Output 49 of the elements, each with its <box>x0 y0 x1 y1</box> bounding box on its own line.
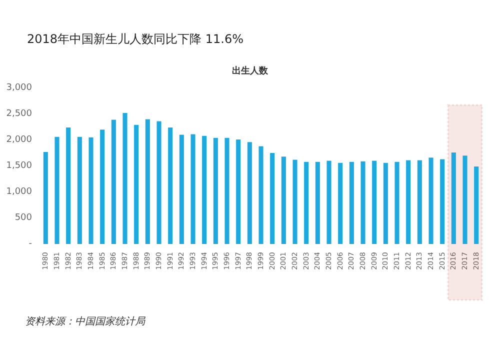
y-tick-label: - <box>28 239 32 249</box>
y-tick-label: 500 <box>14 213 32 223</box>
bar <box>281 156 286 244</box>
bar <box>145 119 150 244</box>
bar <box>236 139 241 244</box>
bar <box>383 162 388 244</box>
bar <box>156 121 162 244</box>
bar <box>270 153 275 244</box>
bar <box>190 134 196 244</box>
y-tick-label: 2,500 <box>6 109 32 119</box>
bar <box>372 160 377 244</box>
bar <box>394 162 400 244</box>
bar <box>54 136 60 244</box>
bar <box>326 160 332 244</box>
bar <box>338 162 343 244</box>
y-tick-label: 3,000 <box>6 83 32 93</box>
bar <box>349 162 354 244</box>
bar <box>88 137 94 244</box>
bar <box>122 112 128 244</box>
bar <box>440 159 445 244</box>
bar <box>428 158 434 244</box>
y-tick-label: 2,000 <box>6 135 32 145</box>
bar <box>134 124 139 244</box>
bar <box>417 160 422 244</box>
bar <box>77 136 82 244</box>
bar <box>247 142 252 244</box>
bar <box>213 138 218 244</box>
chart-title: 2018年中国新生儿人数同比下降 11.6% <box>27 32 244 46</box>
bar <box>451 152 456 244</box>
bar <box>304 162 309 244</box>
bar <box>474 166 479 244</box>
bar <box>66 128 71 244</box>
y-tick-label: 1,500 <box>6 161 32 171</box>
y-tick-label: 1,000 <box>6 187 32 197</box>
bar <box>406 160 411 244</box>
bar <box>111 120 116 244</box>
bar <box>179 134 184 244</box>
bar <box>202 136 207 244</box>
bar <box>360 161 366 244</box>
bar <box>100 130 105 244</box>
bar <box>292 160 298 244</box>
bar <box>258 146 264 244</box>
bar <box>168 128 173 244</box>
bar <box>224 138 230 244</box>
bar <box>462 156 468 244</box>
text: 资料来源：中国国家统计局 <box>25 316 146 328</box>
chart-subtitle: 出生人数 <box>232 66 269 76</box>
bar <box>43 152 48 244</box>
bar <box>315 162 320 244</box>
